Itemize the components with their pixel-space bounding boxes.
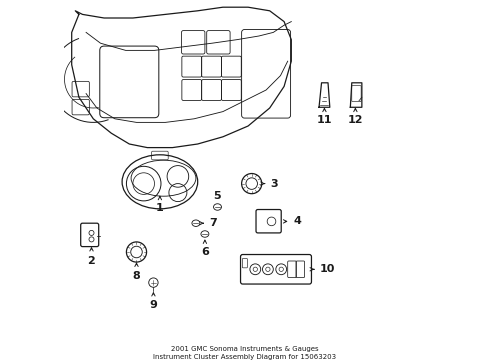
Text: 7: 7 [209, 218, 217, 228]
Text: 2: 2 [87, 256, 95, 266]
Text: 1: 1 [156, 203, 163, 213]
Text: 10: 10 [320, 264, 335, 274]
Text: 11: 11 [316, 115, 331, 125]
Text: 12: 12 [347, 115, 363, 125]
Text: 9: 9 [149, 300, 157, 310]
Text: 3: 3 [270, 179, 278, 189]
Text: 5: 5 [213, 191, 221, 201]
Text: 4: 4 [293, 216, 301, 226]
Text: 2001 GMC Sonoma Instruments & Gauges
Instrument Cluster Assembly Diagram for 150: 2001 GMC Sonoma Instruments & Gauges Ins… [153, 346, 335, 360]
Text: 6: 6 [201, 247, 208, 257]
Text: 8: 8 [132, 271, 140, 281]
